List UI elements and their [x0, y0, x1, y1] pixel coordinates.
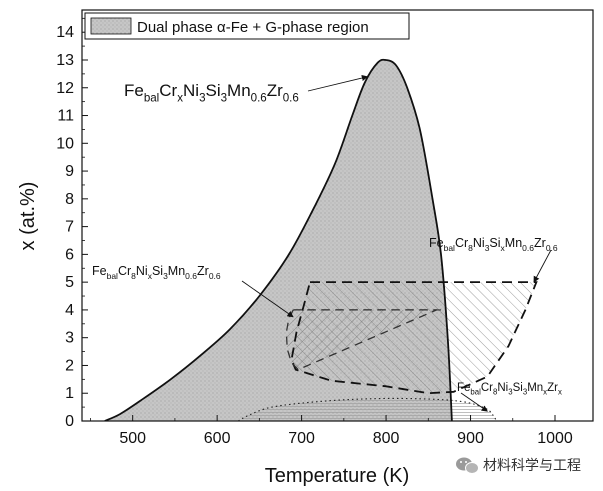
series-ni-fill: [286, 309, 437, 370]
arrow-si: [533, 249, 552, 283]
legend: Dual phase α-Fe + G-phase region: [84, 12, 410, 40]
series-dome-outline: [104, 58, 453, 421]
x-axis-label: Temperature (K): [265, 465, 410, 487]
y-tick-label: 6: [65, 246, 74, 263]
y-tick-label: 14: [56, 24, 74, 41]
x-tick-label: 600: [204, 430, 231, 447]
annotation-mnzr: FebalCr8Ni3Si3MnxZrx: [457, 382, 562, 397]
legend-label: Dual phase α-Fe + G-phase region: [137, 19, 369, 36]
x-tick-label: 1000: [537, 430, 573, 447]
x-tick-label: 900: [457, 430, 484, 447]
y-tick-label: 0: [65, 413, 74, 430]
x-tick-label: 700: [288, 430, 315, 447]
y-tick-label: 7: [65, 219, 74, 236]
y-tick-label: 13: [56, 52, 74, 69]
series-ni-outline: [285, 309, 437, 371]
arrow-mnzr: [460, 392, 488, 412]
y-tick-label: 9: [65, 163, 74, 180]
wechat-icon: [456, 457, 479, 474]
y-tick-label: 4: [65, 302, 74, 319]
y-tick-label: 11: [57, 108, 74, 125]
legend-swatch: [90, 17, 132, 35]
series-mnzr-fill: [238, 398, 496, 421]
series-si-outline: [290, 281, 538, 395]
y-tick-label: 3: [65, 330, 74, 347]
arrow-ni: [241, 280, 294, 318]
plot-frame: [81, 9, 594, 422]
y-axis-label: x (at.%): [17, 182, 39, 251]
annotation-ni: FebalCr8NixSi3Mn0.6Zr0.6: [92, 264, 221, 281]
y-tick-label: 5: [65, 274, 74, 291]
x-tick-label: 800: [373, 430, 400, 447]
legend-box: [84, 12, 410, 40]
y-tick-label: 10: [56, 135, 74, 152]
arrow-cr: [307, 74, 369, 92]
y-tick-label: 2: [65, 357, 74, 374]
y-tick-label: 1: [65, 385, 74, 402]
annotation-cr: FebalCrxNi3Si3Mn0.6Zr0.6: [124, 81, 299, 104]
watermark-text: 材料科学与工程: [483, 458, 581, 474]
annotation-si: FebalCr8Ni3SixMn0.6Zr0.6: [429, 236, 558, 253]
x-tick-label: 500: [119, 430, 146, 447]
y-tick-label: 12: [56, 80, 74, 97]
y-tick-label: 8: [65, 191, 74, 208]
watermark: 材料科学与工程: [456, 457, 581, 474]
